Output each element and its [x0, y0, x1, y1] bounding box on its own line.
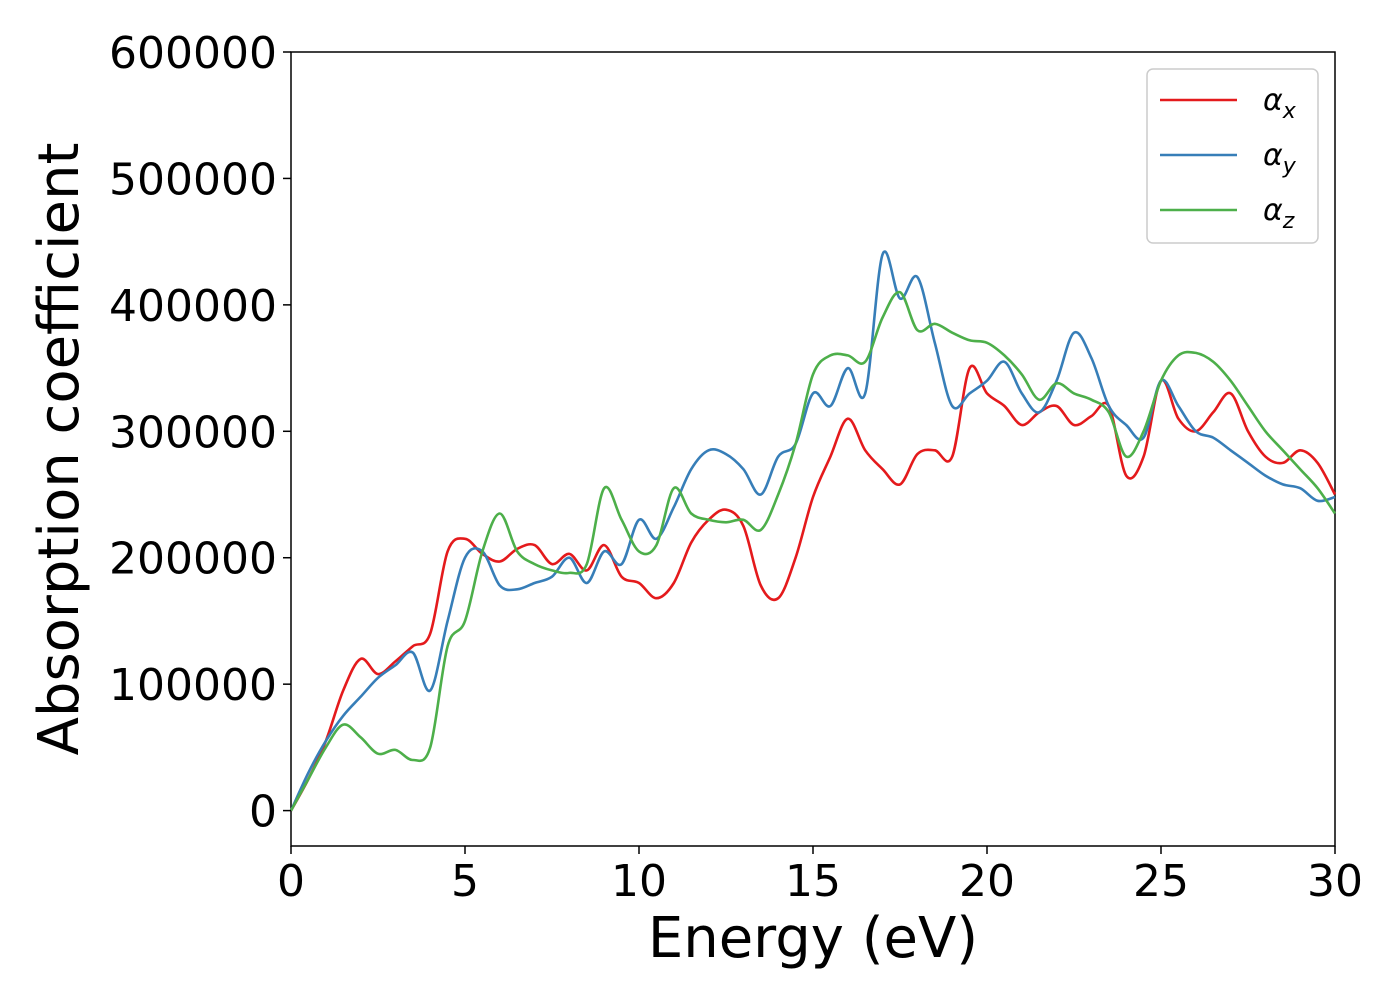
series-layer [289, 250, 1337, 812]
y-tick-label: 300000 [109, 407, 277, 458]
x-tick-label: 15 [785, 856, 841, 907]
x-tick-label: 0 [277, 856, 305, 907]
x-tick-label: 25 [1133, 856, 1189, 907]
x-tick-label: 5 [451, 856, 479, 907]
x-tick-label: 20 [959, 856, 1015, 907]
series-line-z [289, 290, 1337, 812]
x-axis-label: Energy (eV) [648, 906, 978, 971]
y-axis-label: Absorption coefficient [27, 143, 92, 756]
x-tick-label: 30 [1307, 856, 1363, 907]
y-tick-label: 500000 [109, 154, 277, 205]
y-tick-label: 400000 [109, 281, 277, 332]
y-tick-label: 100000 [109, 660, 277, 711]
y-tick-label: 200000 [109, 534, 277, 585]
x-axis: 0 5 10 15 20 25 30 [277, 846, 1363, 907]
y-axis: 0 100000 200000 300000 400000 500000 600000 [109, 28, 291, 838]
y-tick-label: 0 [249, 787, 277, 838]
y-tick-label: 600000 [109, 28, 277, 79]
x-tick-label: 10 [611, 856, 667, 907]
